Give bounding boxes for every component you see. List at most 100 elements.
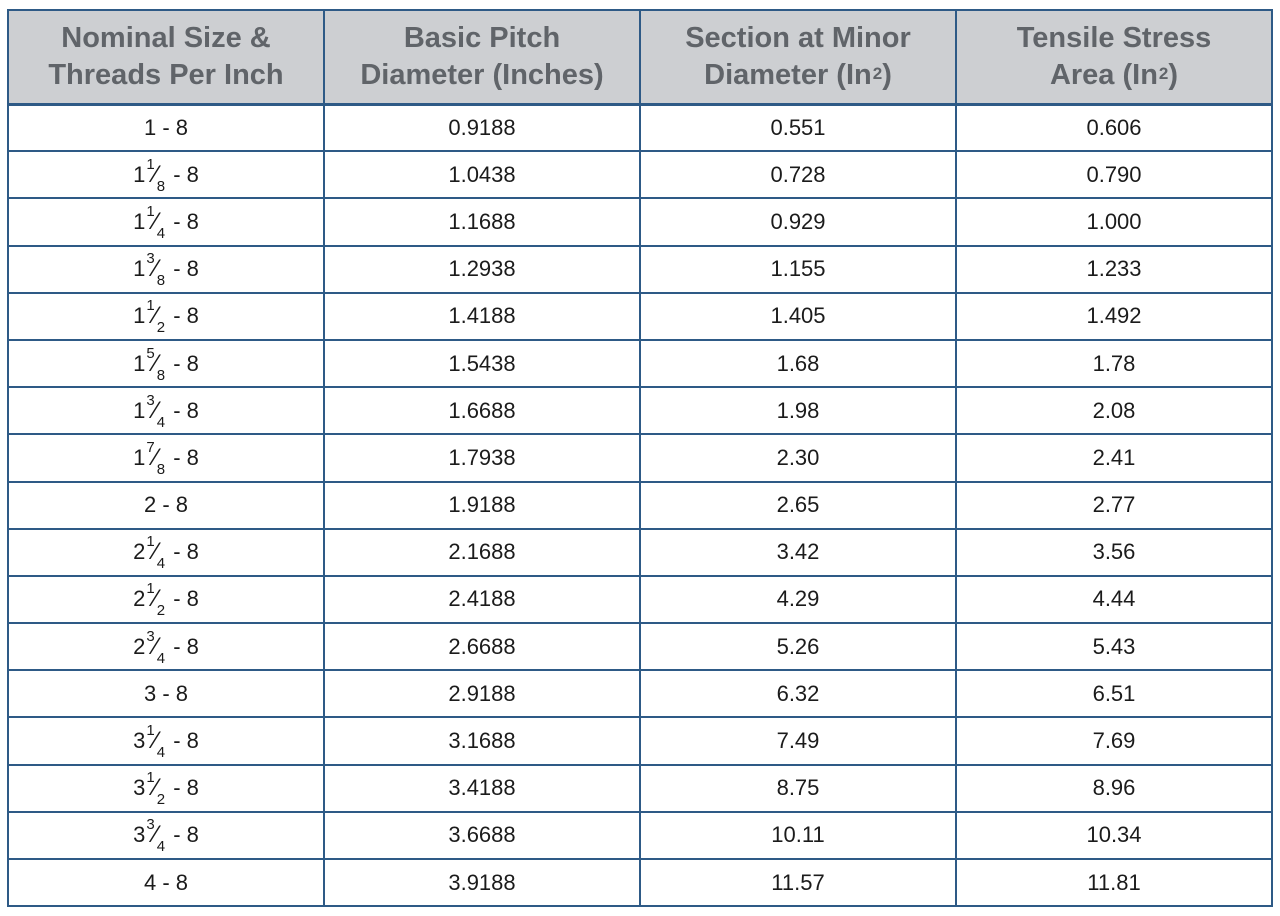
cell-tensile-area: 2.41 — [955, 433, 1273, 483]
cell-basic-pitch: 2.1688 — [323, 527, 641, 577]
size-whole: 1 — [133, 256, 146, 282]
fraction-denominator: 8 — [156, 460, 166, 478]
size-whole: 3 — [133, 728, 146, 754]
cell-nominal-size: 2 - 8 — [7, 480, 325, 530]
size-whole: 3 — [133, 822, 146, 848]
cell-nominal-size: 3 - 8 — [7, 669, 325, 719]
fraction-slash: ⁄ — [153, 396, 158, 424]
table-row: 4 - 8 3.9188 11.57 11.81 — [7, 857, 1273, 908]
cell-tensile-area: 2.77 — [955, 480, 1273, 530]
fraction-slash: ⁄ — [153, 632, 158, 660]
threads-per-inch: - 8 — [156, 680, 189, 706]
threads-per-inch: - 8 — [156, 492, 189, 518]
cell-tensile-area: 1.492 — [955, 291, 1273, 341]
table-row: 13⁄8 - 8 1.2938 1.155 1.233 — [7, 244, 1273, 294]
cell-section-minor: 3.42 — [639, 527, 957, 577]
size-fraction: 1⁄4 — [145, 722, 167, 761]
fraction-numerator: 7 — [146, 438, 155, 456]
threads-per-inch: - 8 — [167, 728, 199, 754]
header-nominal-size: Nominal Size & Threads Per Inch — [7, 9, 325, 106]
cell-section-minor: 1.405 — [639, 291, 957, 341]
fraction-denominator: 2 — [156, 602, 166, 620]
table-row: 11⁄4 - 8 1.1688 0.929 1.000 — [7, 197, 1273, 247]
header-line-2: Diameter (In2) — [647, 57, 949, 94]
cell-nominal-size: 17⁄8 - 8 — [7, 433, 325, 483]
threads-per-inch: - 8 — [167, 539, 199, 565]
fraction-slash: ⁄ — [153, 443, 158, 471]
fraction-slash: ⁄ — [153, 538, 158, 566]
cell-tensile-area: 5.43 — [955, 622, 1273, 672]
threads-per-inch: - 8 — [167, 350, 199, 376]
fraction-slash: ⁄ — [153, 160, 158, 188]
fraction-numerator: 1 — [146, 297, 155, 315]
cell-section-minor: 1.68 — [639, 338, 957, 389]
header-line-1: Basic Pitch — [403, 21, 561, 54]
fraction-numerator: 3 — [146, 391, 155, 409]
cell-tensile-area: 7.69 — [955, 716, 1273, 766]
size-whole: 1 — [133, 303, 146, 329]
squared-superscript: 2 — [1158, 63, 1169, 83]
cell-tensile-area: 0.790 — [955, 150, 1273, 200]
cell-section-minor: 6.32 — [639, 669, 957, 719]
squared-superscript: 2 — [872, 63, 883, 83]
cell-basic-pitch: 1.7938 — [323, 433, 641, 483]
table-row: 31⁄4 - 8 3.1688 7.49 7.69 — [7, 716, 1273, 766]
size-fraction: 3⁄8 — [145, 250, 167, 289]
fraction-numerator: 1 — [146, 580, 155, 598]
fraction-numerator: 1 — [146, 155, 155, 173]
fraction-denominator: 4 — [156, 224, 166, 242]
threads-per-inch: - 8 — [167, 586, 199, 612]
cell-nominal-size: 31⁄4 - 8 — [7, 716, 325, 766]
cell-section-minor: 2.65 — [639, 480, 957, 530]
cell-basic-pitch: 2.6688 — [323, 622, 641, 672]
cell-tensile-area: 2.08 — [955, 386, 1273, 436]
cell-basic-pitch: 1.4188 — [323, 291, 641, 341]
fraction-denominator: 8 — [156, 366, 166, 384]
cell-nominal-size: 31⁄2 - 8 — [7, 763, 325, 813]
table-row: 3 - 8 2.9188 6.32 6.51 — [7, 669, 1273, 719]
fraction-denominator: 4 — [156, 555, 166, 573]
size-fraction: 1⁄2 — [145, 769, 167, 808]
cell-tensile-area: 1.233 — [955, 244, 1273, 294]
cell-basic-pitch: 1.0438 — [323, 150, 641, 200]
cell-tensile-area: 10.34 — [955, 810, 1273, 861]
cell-tensile-area: 8.96 — [955, 763, 1273, 813]
fraction-slash: ⁄ — [153, 207, 158, 235]
size-fraction: 1⁄2 — [145, 297, 167, 336]
threads-per-inch: - 8 — [167, 397, 199, 423]
cell-section-minor: 0.728 — [639, 150, 957, 200]
table-row: 2 - 8 1.9188 2.65 2.77 — [7, 480, 1273, 530]
size-fraction: 3⁄4 — [145, 628, 167, 667]
cell-section-minor: 1.155 — [639, 244, 957, 294]
cell-tensile-area: 4.44 — [955, 574, 1273, 625]
cell-basic-pitch: 2.4188 — [323, 574, 641, 625]
cell-basic-pitch: 3.4188 — [323, 763, 641, 813]
cell-nominal-size: 11⁄4 - 8 — [7, 197, 325, 247]
size-fraction: 7⁄8 — [145, 439, 167, 478]
threads-per-inch: - 8 — [167, 633, 199, 659]
cell-basic-pitch: 1.5438 — [323, 338, 641, 389]
cell-basic-pitch: 2.9188 — [323, 669, 641, 719]
cell-basic-pitch: 1.2938 — [323, 244, 641, 294]
fraction-denominator: 4 — [156, 838, 166, 856]
thread-size-table: Nominal Size & Threads Per Inch Basic Pi… — [7, 9, 1273, 908]
cell-basic-pitch: 1.6688 — [323, 386, 641, 436]
fraction-slash: ⁄ — [153, 727, 158, 755]
size-whole: 2 — [143, 492, 157, 518]
cell-basic-pitch: 0.9188 — [323, 102, 641, 153]
cell-basic-pitch: 3.9188 — [323, 857, 641, 908]
cell-basic-pitch: 3.1688 — [323, 716, 641, 766]
table-row: 15⁄8 - 8 1.5438 1.68 1.78 — [7, 338, 1273, 389]
size-whole: 2 — [133, 539, 146, 565]
cell-section-minor: 7.49 — [639, 716, 957, 766]
fraction-slash: ⁄ — [153, 585, 158, 613]
cell-basic-pitch: 3.6688 — [323, 810, 641, 861]
threads-per-inch: - 8 — [167, 775, 199, 801]
threads-per-inch: - 8 — [167, 444, 199, 470]
cell-section-minor: 10.11 — [639, 810, 957, 861]
table-row: 11⁄8 - 8 1.0438 0.728 0.790 — [7, 150, 1273, 200]
threads-per-inch: - 8 — [167, 256, 199, 282]
cell-nominal-size: 33⁄4 - 8 — [7, 810, 325, 861]
size-whole: 2 — [133, 633, 146, 659]
header-close-paren: ) — [882, 58, 892, 91]
